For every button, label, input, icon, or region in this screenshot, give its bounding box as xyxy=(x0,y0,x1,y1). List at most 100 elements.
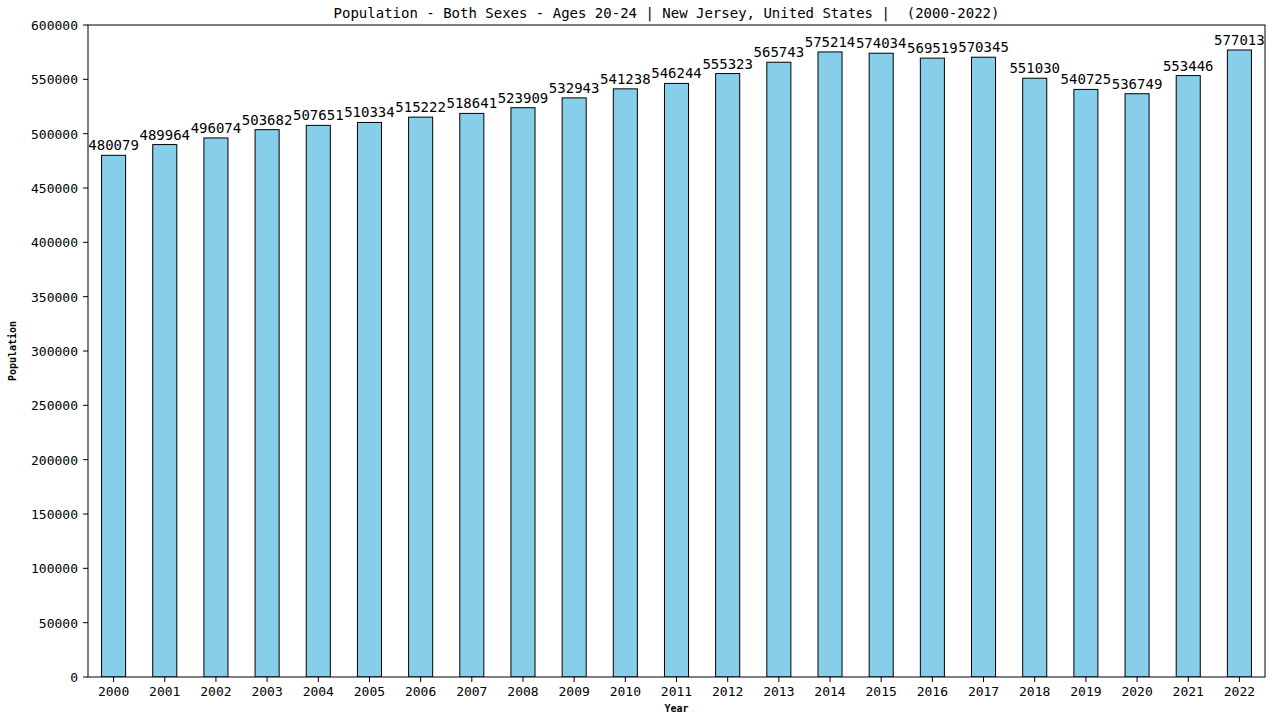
bar xyxy=(1176,76,1200,677)
x-tick xyxy=(420,677,421,682)
y-tick-label: 150000 xyxy=(31,507,78,522)
data-label: 546244 xyxy=(651,65,702,81)
x-tick-label: 2002 xyxy=(200,684,231,699)
x-tick xyxy=(1034,677,1035,682)
y-tick xyxy=(83,79,88,80)
data-label: 565743 xyxy=(754,44,805,60)
x-tick xyxy=(1239,677,1240,682)
y-tick xyxy=(83,188,88,189)
x-axis-label: Year xyxy=(664,703,688,714)
x-tick-label: 2015 xyxy=(866,684,897,699)
bar xyxy=(972,57,996,677)
data-label: 569519 xyxy=(907,40,958,56)
x-tick-label: 2011 xyxy=(661,684,692,699)
bar xyxy=(409,117,433,677)
y-tick-label: 550000 xyxy=(31,72,78,87)
x-tick-label: 2012 xyxy=(712,684,743,699)
bar xyxy=(153,145,177,677)
data-label: 496074 xyxy=(191,120,242,136)
x-tick-label: 2022 xyxy=(1224,684,1255,699)
bar xyxy=(306,125,330,677)
y-tick-label: 500000 xyxy=(31,127,78,142)
y-tick-label: 50000 xyxy=(39,616,78,631)
x-tick-label: 2014 xyxy=(814,684,845,699)
data-label: 577013 xyxy=(1214,32,1265,48)
x-tick xyxy=(625,677,626,682)
data-label: 518641 xyxy=(447,95,498,111)
x-tick-label: 2006 xyxy=(405,684,436,699)
y-tick xyxy=(83,242,88,243)
x-tick xyxy=(267,677,268,682)
x-tick-label: 2001 xyxy=(149,684,180,699)
bar xyxy=(1227,50,1251,677)
y-tick xyxy=(83,133,88,134)
y-tick-label: 600000 xyxy=(31,18,78,33)
bar xyxy=(613,89,637,677)
data-label: 510334 xyxy=(344,104,395,120)
bar xyxy=(1074,89,1098,677)
y-tick-label: 350000 xyxy=(31,290,78,305)
y-tick xyxy=(83,351,88,352)
bar xyxy=(1023,78,1047,677)
bar xyxy=(102,155,126,677)
data-label: 523909 xyxy=(498,90,549,106)
x-tick xyxy=(471,677,472,682)
x-tick-label: 2019 xyxy=(1070,684,1101,699)
bar xyxy=(664,83,688,677)
bar xyxy=(818,52,842,677)
bar xyxy=(204,138,228,677)
bar xyxy=(716,74,740,677)
data-label: 555323 xyxy=(702,56,753,72)
x-tick-label: 2005 xyxy=(354,684,385,699)
x-tick xyxy=(830,677,831,682)
x-tick xyxy=(881,677,882,682)
data-label: 536749 xyxy=(1112,76,1163,92)
data-label: 480079 xyxy=(88,137,139,153)
x-tick-label: 2003 xyxy=(251,684,282,699)
bar xyxy=(767,62,791,677)
data-label: 541238 xyxy=(600,71,651,87)
bar xyxy=(1125,94,1149,677)
data-label: 574034 xyxy=(856,35,907,51)
y-tick-label: 100000 xyxy=(31,561,78,576)
x-tick-label: 2013 xyxy=(763,684,794,699)
x-tick-label: 2007 xyxy=(456,684,487,699)
data-label: 503682 xyxy=(242,112,293,128)
data-label: 575214 xyxy=(805,34,856,50)
data-label: 551030 xyxy=(1009,60,1060,76)
y-tick xyxy=(83,677,88,678)
x-tick-label: 2009 xyxy=(558,684,589,699)
y-tick-label: 450000 xyxy=(31,181,78,196)
x-tick xyxy=(778,677,779,682)
data-label: 489964 xyxy=(139,127,190,143)
y-tick-label: 300000 xyxy=(31,344,78,359)
x-tick xyxy=(369,677,370,682)
x-tick xyxy=(1085,677,1086,682)
y-tick-label: 250000 xyxy=(31,398,78,413)
y-tick-label: 200000 xyxy=(31,453,78,468)
x-tick xyxy=(318,677,319,682)
y-axis-label: Population xyxy=(7,321,18,381)
bar xyxy=(562,98,586,677)
data-label: 540725 xyxy=(1061,71,1112,87)
x-tick-label: 2010 xyxy=(610,684,641,699)
bar xyxy=(869,53,893,677)
x-tick xyxy=(983,677,984,682)
y-tick xyxy=(83,405,88,406)
title: Population - Both Sexes - Ages 20-24 | N… xyxy=(334,5,1000,22)
x-tick xyxy=(932,677,933,682)
data-label: 570345 xyxy=(958,39,1009,55)
data-label: 553446 xyxy=(1163,58,1214,74)
chart: Population - Both Sexes - Ages 20-24 | N… xyxy=(0,0,1280,720)
y-tick xyxy=(83,622,88,623)
bar xyxy=(511,108,535,677)
y-tick xyxy=(83,459,88,460)
x-tick xyxy=(574,677,575,682)
y-tick xyxy=(83,25,88,26)
bar xyxy=(357,122,381,677)
data-label: 507651 xyxy=(293,107,344,123)
bar xyxy=(255,130,279,677)
x-tick xyxy=(522,677,523,682)
bars xyxy=(102,50,1252,677)
y-tick-label: 0 xyxy=(70,670,78,685)
